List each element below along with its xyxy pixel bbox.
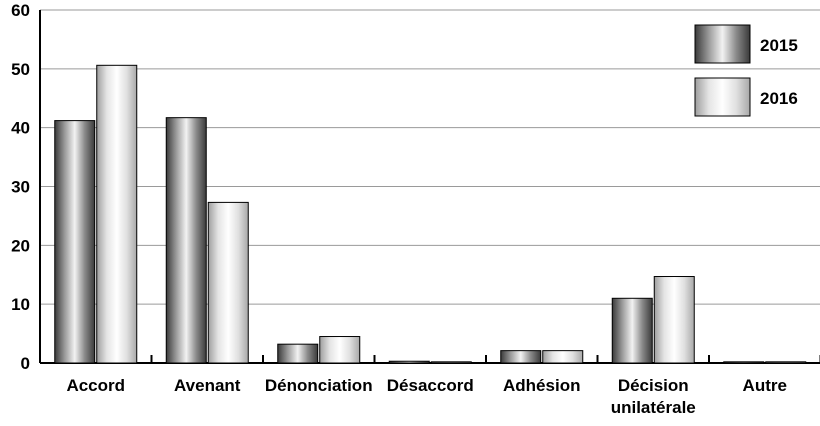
y-tick-label: 10 — [11, 295, 30, 314]
category-label: Décision unilatérale — [611, 376, 696, 417]
category-label: Dénonciation — [265, 376, 373, 395]
y-tick-label: 0 — [21, 354, 30, 373]
bar-2015 — [500, 350, 542, 364]
y-tick-label: 60 — [11, 1, 30, 20]
legend-swatch-2016 — [694, 77, 751, 117]
category-label: Adhésion — [503, 376, 580, 395]
bars — [54, 64, 807, 364]
category-label: Avenant — [174, 376, 241, 395]
category-label: Autre — [743, 376, 787, 395]
category-label: Désaccord — [387, 376, 474, 395]
bar-2016 — [319, 336, 361, 364]
bar-2015 — [54, 120, 96, 364]
y-tick-label: 40 — [11, 119, 30, 138]
legend-label-2015: 2015 — [760, 36, 798, 55]
bar-2015 — [277, 343, 319, 364]
y-tick-label: 20 — [11, 236, 30, 255]
bar-2016 — [96, 64, 138, 364]
bar-2016 — [765, 361, 807, 364]
bar-2016 — [207, 201, 249, 364]
bar-2016 — [430, 361, 472, 364]
bar-2015 — [388, 360, 430, 364]
bar-2015 — [723, 361, 765, 364]
y-tick-label: 30 — [11, 178, 30, 197]
legend: 2015 2016 — [694, 24, 798, 117]
legend-swatch-2015 — [694, 24, 751, 64]
y-tick-label: 50 — [11, 60, 30, 79]
bar-2015 — [611, 297, 653, 364]
category-label: Accord — [66, 376, 125, 395]
legend-label-2016: 2016 — [760, 89, 798, 108]
bar-2015 — [165, 117, 207, 364]
bar-2016 — [542, 350, 584, 364]
bar-2016 — [653, 276, 695, 364]
labels: 0 10 20 30 40 50 60 Accord Avenant Dénonciation Dé… — [11, 1, 787, 417]
